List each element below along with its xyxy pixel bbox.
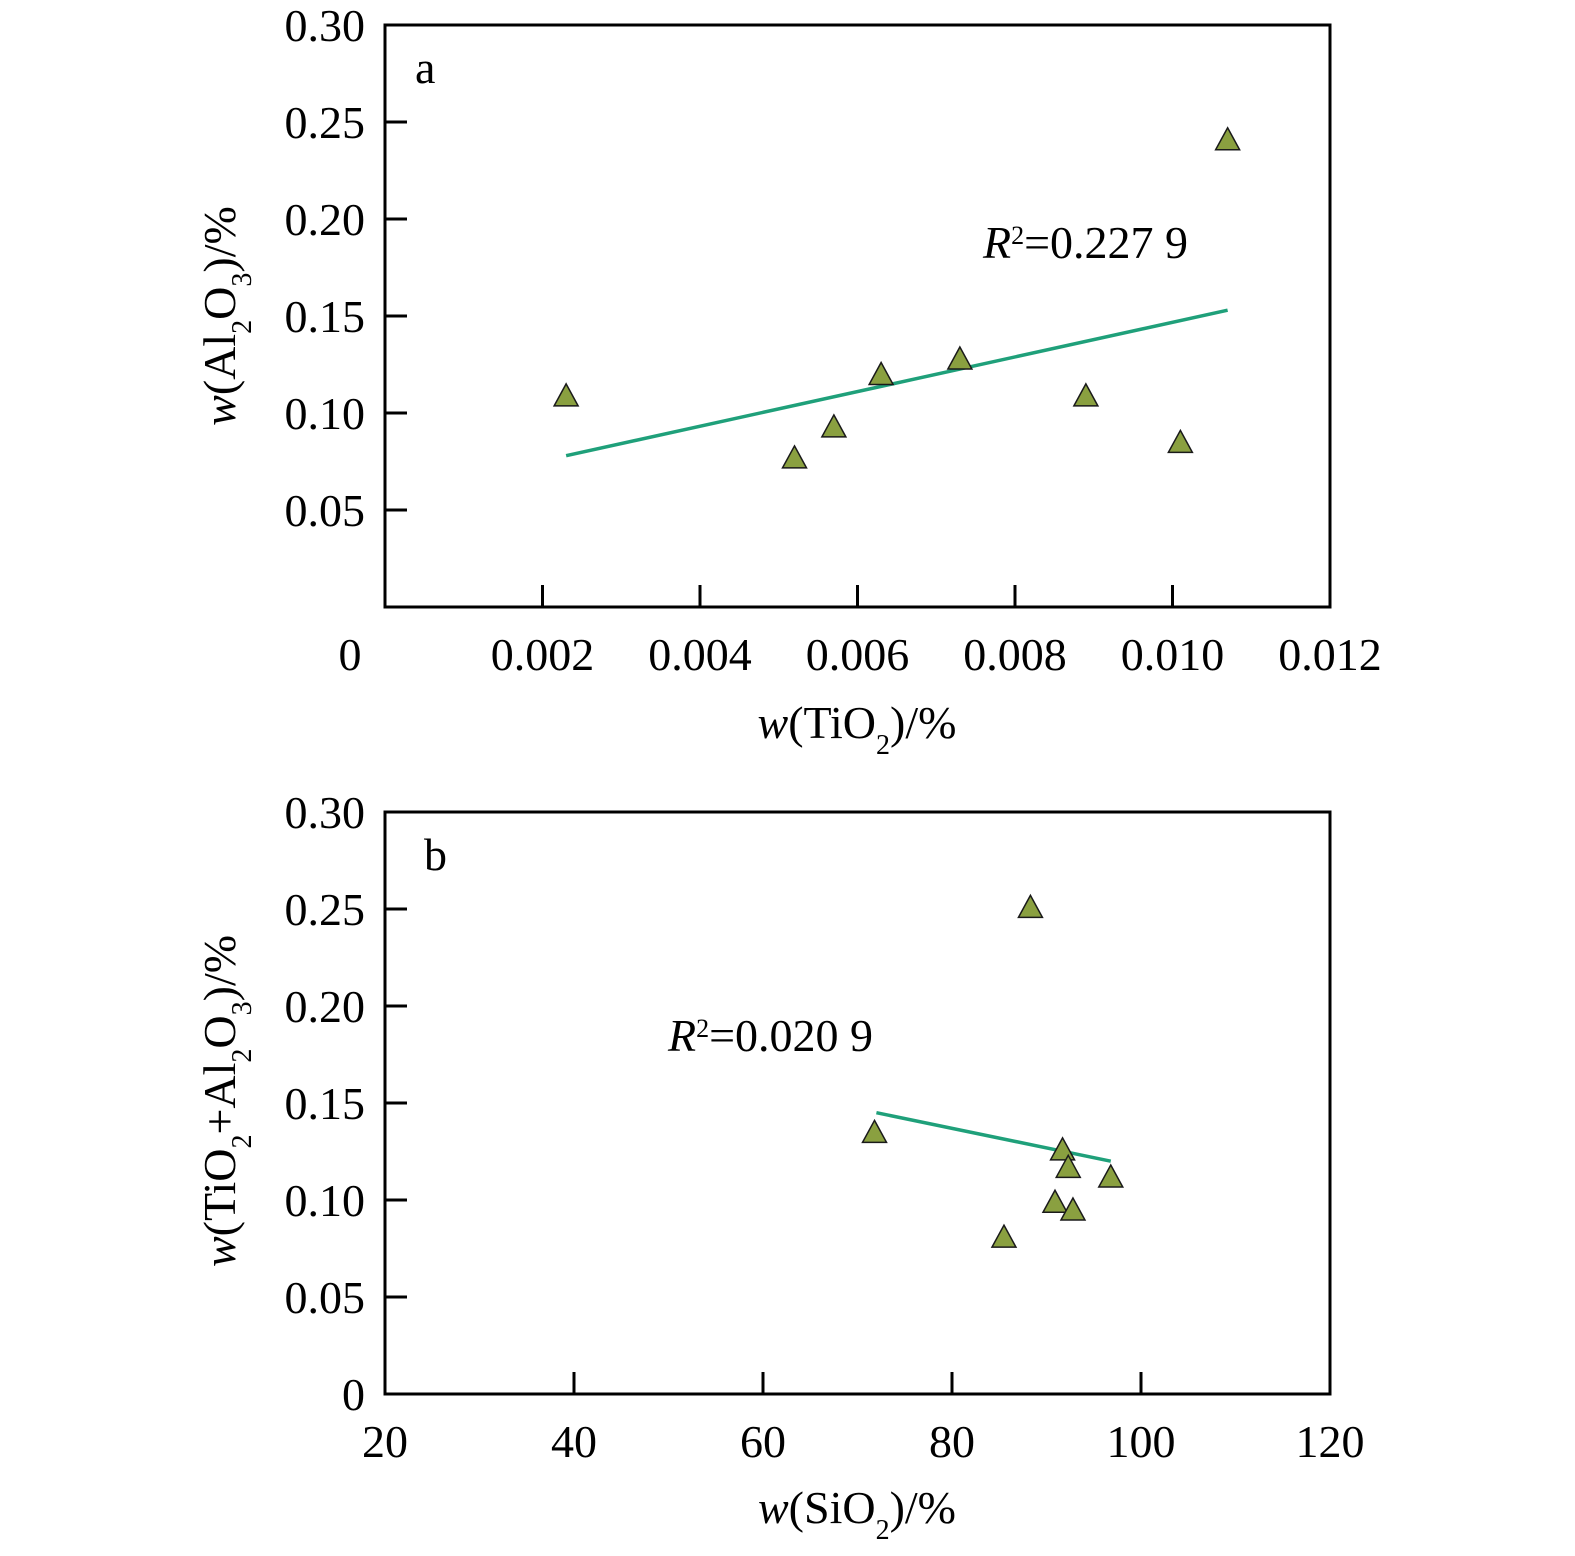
- y-tick-label: 0.30: [285, 0, 366, 51]
- y-tick-label: 0.15: [285, 291, 366, 342]
- y-tick-label: 0.20: [285, 194, 366, 245]
- y-axis-title-a: w(Al2O3)/%: [194, 206, 258, 426]
- data-point: [1041, 1188, 1069, 1213]
- trendline-b: [876, 1110, 1112, 1163]
- plot-frame-b: [383, 810, 1332, 1396]
- panel-b: 0 0.05 0.10 0.15 0.20 0.25 0.30 20 40 60 80 100 120…: [194, 787, 1365, 1546]
- x-tick-label: 0.002: [491, 629, 595, 680]
- data-point: [1054, 1153, 1082, 1179]
- trend-line: [876, 1110, 1112, 1163]
- y-axis-title-b: w(TiO2+Al2O3)/%: [194, 935, 258, 1267]
- data-point: [552, 382, 580, 407]
- x-tick-label: 100: [1107, 1416, 1176, 1467]
- x-tick-label: 40: [551, 1416, 597, 1467]
- y-tick-label: 0.05: [285, 1272, 366, 1323]
- y-tick-label: 0.30: [285, 787, 366, 838]
- panel-a: 0.05 0.10 0.15 0.20 0.25 0.30 0 0.002 0.004 0.00…: [194, 0, 1382, 761]
- data-point: [1059, 1196, 1087, 1221]
- x-tick-label: 0.008: [963, 629, 1067, 680]
- y-tick-label: 0.05: [285, 485, 366, 536]
- y-tick-label: 0.10: [285, 388, 366, 439]
- x-tick-label: 0.006: [806, 629, 910, 680]
- data-point: [861, 1118, 888, 1144]
- data-point: [1072, 382, 1100, 407]
- y-tick-label: 0.15: [285, 1078, 366, 1129]
- panel-tag-a: a: [415, 42, 435, 93]
- data-point: [1097, 1163, 1125, 1188]
- data-point: [1167, 428, 1194, 454]
- trend-line: [565, 308, 1229, 458]
- x-tick-label: 0.004: [648, 629, 752, 680]
- data-points-b: [861, 893, 1125, 1248]
- x-tick-label: 60: [740, 1416, 786, 1467]
- x-tick-label: 20: [362, 1416, 408, 1467]
- r2-label-a: R2=0.227 9: [982, 217, 1188, 268]
- trendline-a: [565, 308, 1229, 458]
- y-tick-label: 0.10: [285, 1175, 366, 1226]
- y-ticks-a: 0.05 0.10 0.15 0.20 0.25 0.30: [285, 0, 407, 536]
- x-ticks-b: 20 40 60 80 100 120: [362, 1372, 1365, 1467]
- data-point: [781, 444, 808, 469]
- y-ticks-b: 0 0.05 0.10 0.15 0.20 0.25 0.30: [285, 787, 407, 1420]
- data-points-a: [552, 126, 1241, 469]
- plot-frame-a: [383, 23, 1332, 609]
- panel-tag-b: b: [424, 829, 447, 880]
- y-tick-label: 0.20: [285, 981, 366, 1032]
- x-tick-label: 0.010: [1121, 629, 1225, 680]
- x-tick-label: 0.012: [1278, 629, 1382, 680]
- y-tick-label: 0.25: [285, 884, 366, 935]
- data-point: [1017, 893, 1044, 919]
- data-point: [867, 360, 895, 386]
- data-point: [1214, 126, 1241, 151]
- x-ticks-a: 0 0.002 0.004 0.006 0.008 0.010 0.012: [339, 585, 1382, 680]
- x-tick-label: 80: [929, 1416, 975, 1467]
- x-tick-label: 120: [1296, 1416, 1365, 1467]
- x-axis-title-b: w(SiO2)/%: [758, 1482, 956, 1546]
- x-axis-title-a: w(TiO2)/%: [758, 697, 957, 761]
- data-point: [820, 413, 848, 438]
- x-tick-label: 0: [339, 629, 362, 680]
- y-tick-label: 0.25: [285, 97, 366, 148]
- r2-label-b: R2=0.020 9: [667, 1010, 873, 1061]
- y-tick-label: 0: [342, 1369, 365, 1420]
- data-point: [990, 1223, 1018, 1248]
- data-point: [946, 345, 974, 370]
